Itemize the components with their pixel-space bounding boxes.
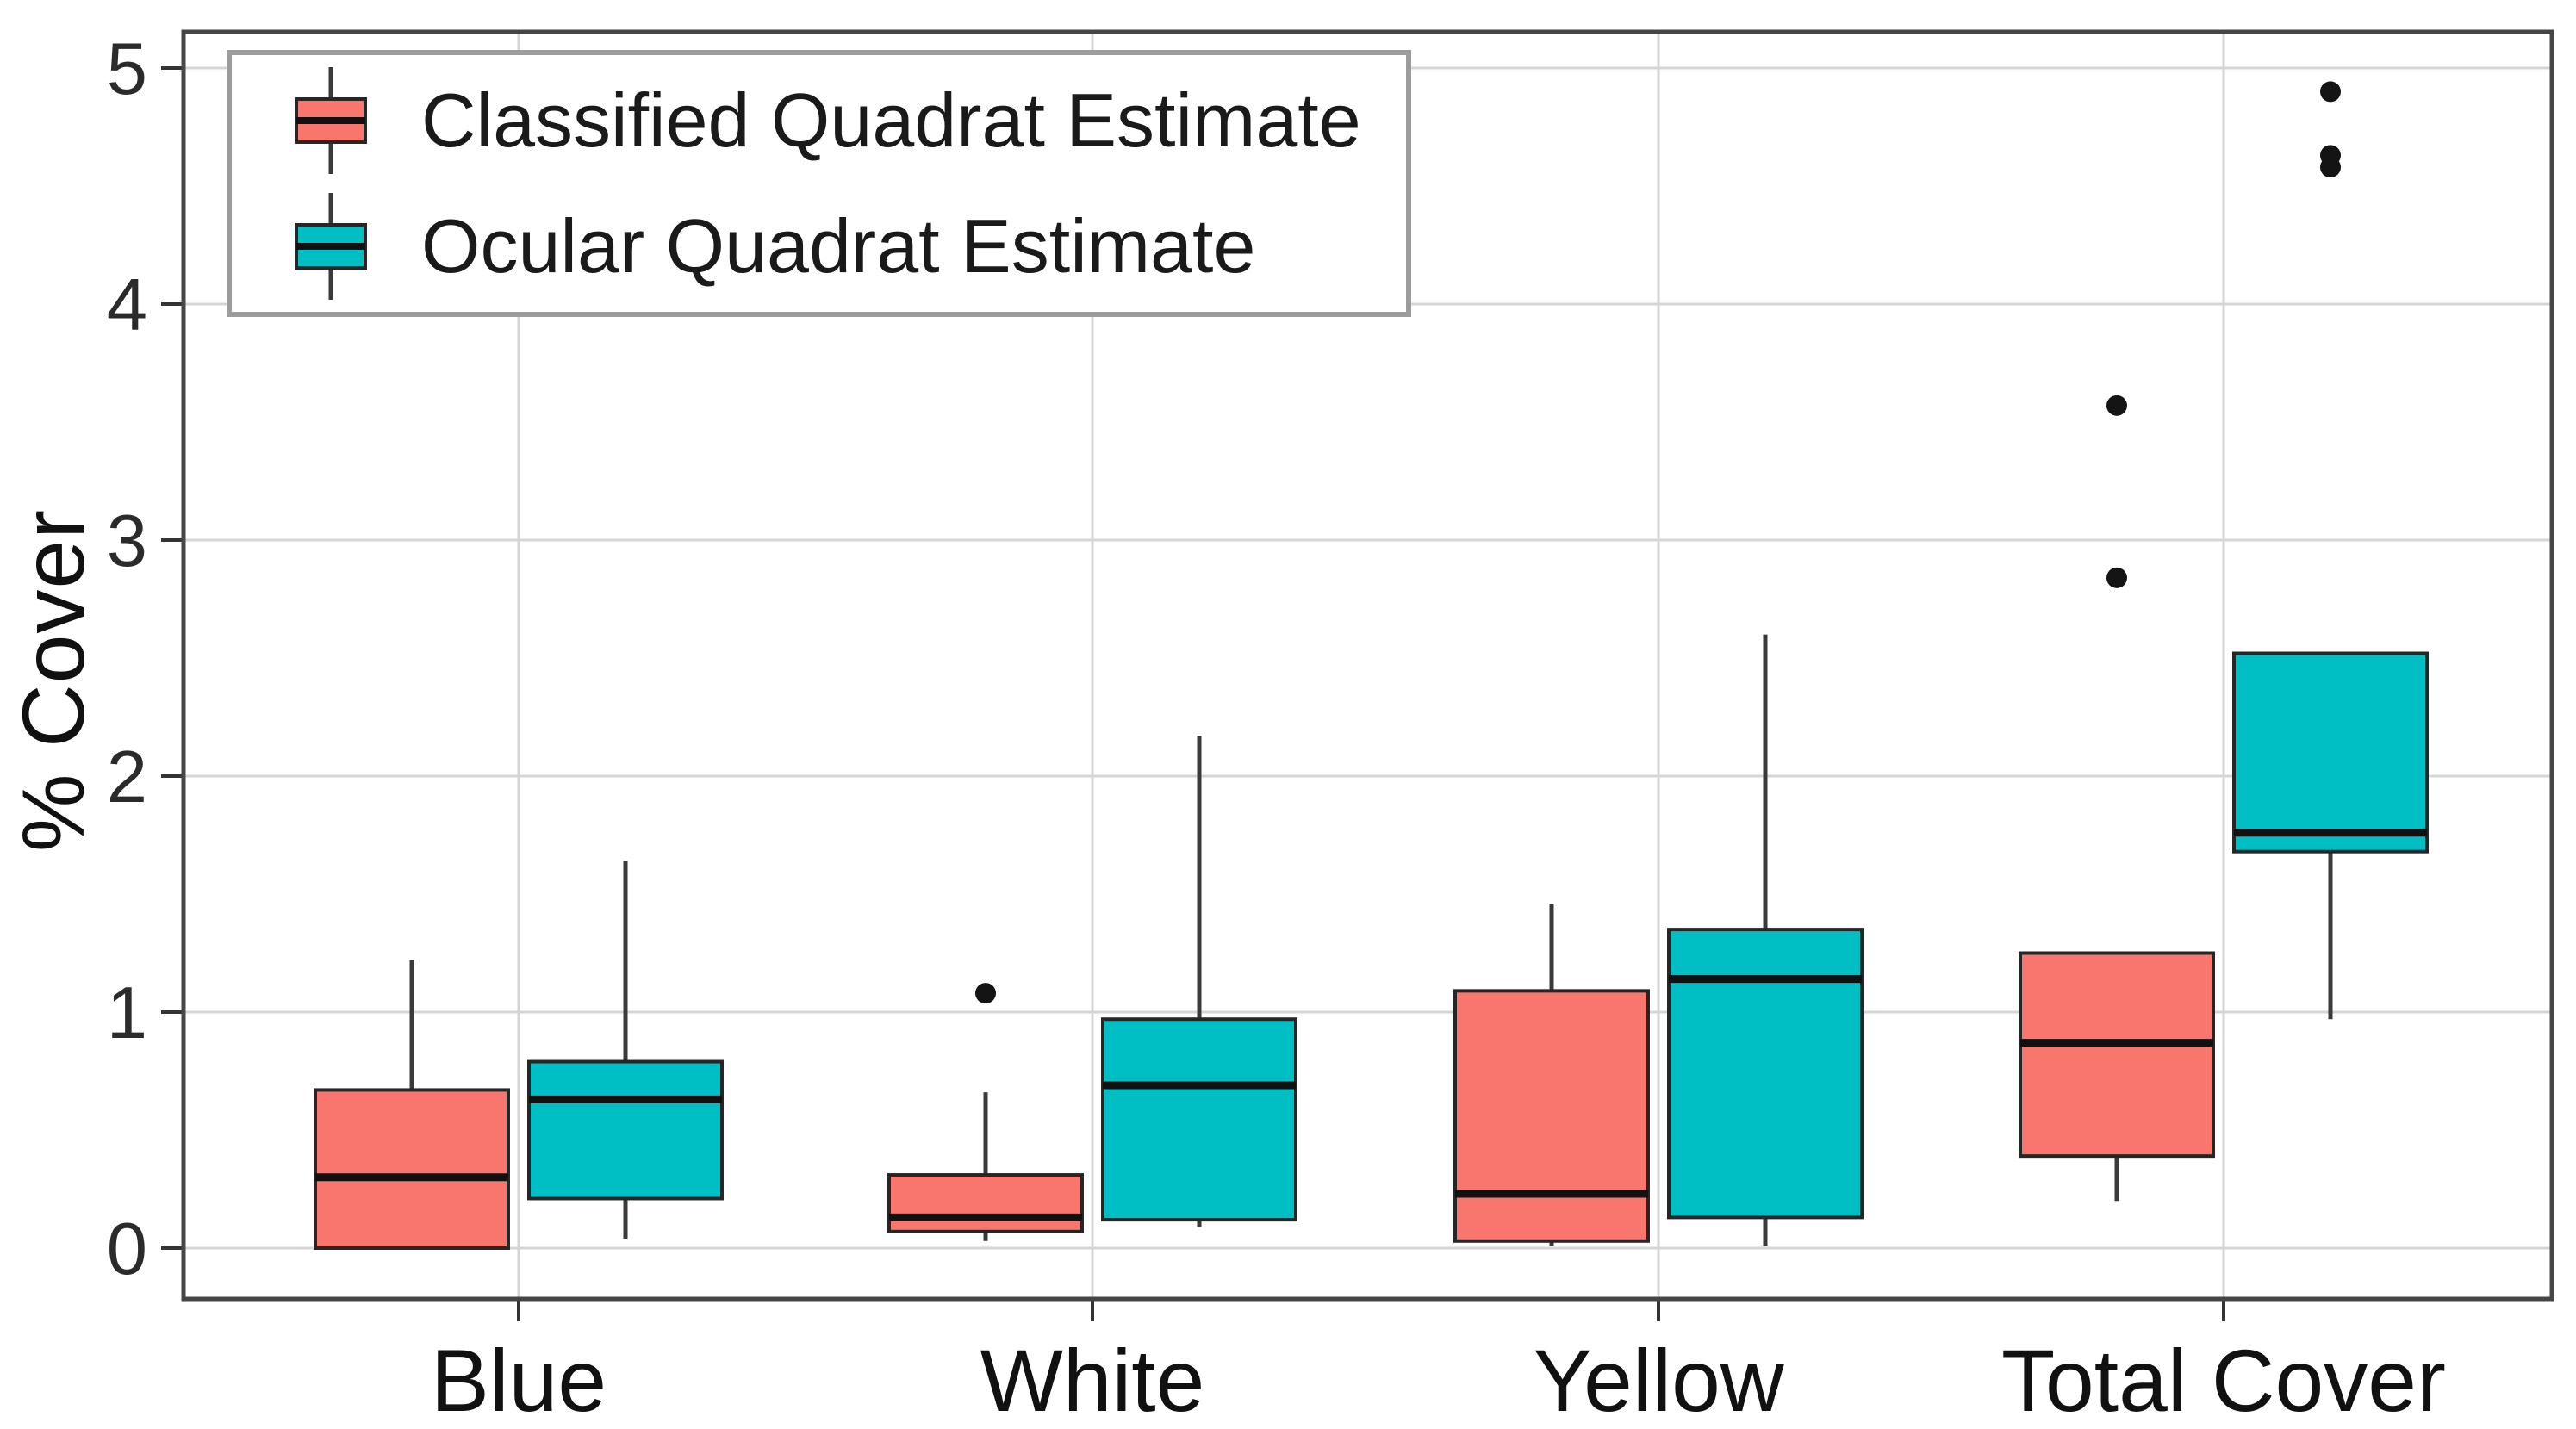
x-axis-label: White: [980, 1332, 1205, 1429]
legend-item-label: Ocular Quadrat Estimate: [421, 203, 1256, 289]
boxplot-box: [314, 1088, 510, 1251]
boxplot-box: [2019, 951, 2215, 1159]
boxplot-box: [887, 1173, 1084, 1233]
boxplot-box: [527, 1059, 724, 1201]
boxplot-key-icon: [295, 67, 367, 174]
boxplot-box: [2232, 651, 2429, 854]
outlier-point: [975, 983, 996, 1004]
outlier-point: [2320, 145, 2341, 166]
legend-item-label: Classified Quadrat Estimate: [421, 78, 1361, 163]
x-axis-label: Blue: [431, 1332, 607, 1429]
outlier-point: [2320, 81, 2341, 103]
y-tick-label: 0: [107, 1208, 147, 1290]
legend: Classified Quadrat Estimate Ocular Quadra…: [227, 50, 1411, 317]
outlier-point: [2106, 567, 2127, 588]
legend-item: Classified Quadrat Estimate: [279, 60, 1406, 181]
panel-border: [181, 29, 2554, 1302]
x-axis-label: Yellow: [1533, 1332, 1783, 1429]
y-tick-label: 4: [107, 264, 147, 346]
outlier-point: [2106, 395, 2127, 416]
y-tick-label: 5: [107, 28, 147, 110]
boxplot-key-icon: [295, 193, 367, 300]
legend-item: Ocular Quadrat Estimate: [279, 186, 1406, 307]
y-tick-label: 2: [107, 736, 147, 818]
boxplot-box: [1453, 989, 1650, 1243]
y-tick-label: 1: [107, 972, 147, 1054]
y-axis-title: % Cover: [4, 508, 103, 853]
boxplot-box: [1101, 1017, 1297, 1222]
y-tick-label: 3: [107, 500, 147, 582]
boxplot-box: [1667, 928, 1864, 1220]
x-axis-label: Total Cover: [2001, 1332, 2446, 1429]
